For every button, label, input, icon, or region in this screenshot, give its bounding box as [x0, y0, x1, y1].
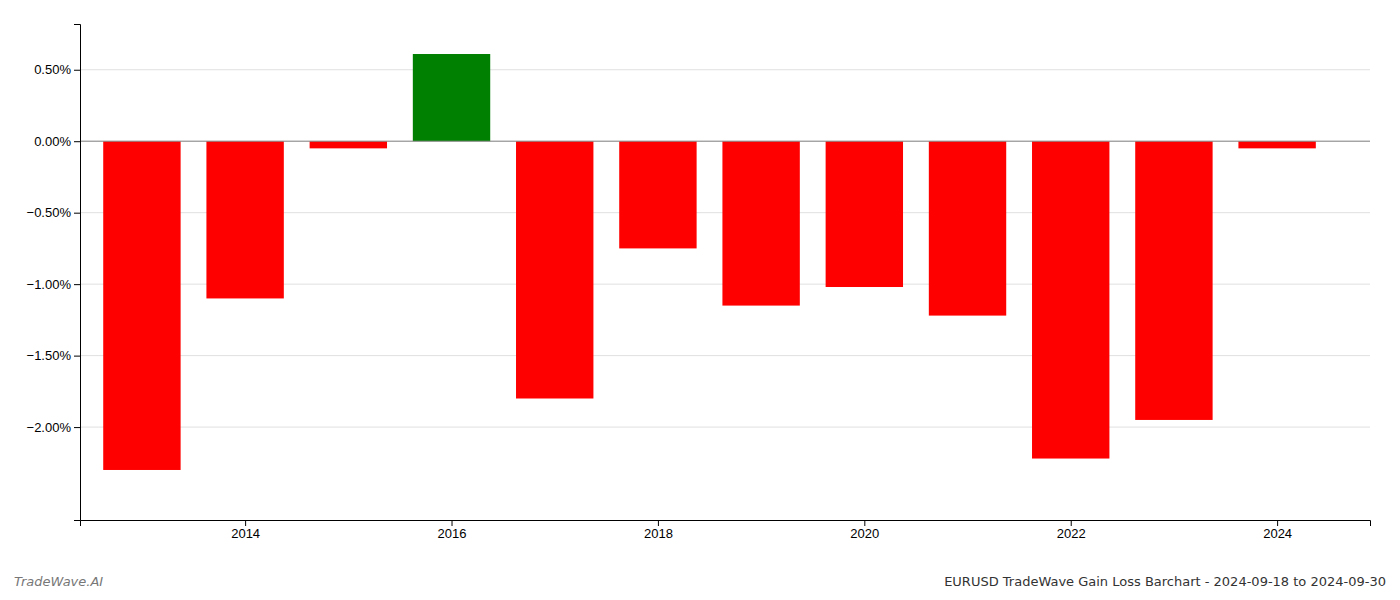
x-tick: 2016 [438, 520, 467, 541]
y-tick: 0.50% [34, 62, 80, 77]
x-tick-mark [658, 520, 659, 526]
bar [103, 141, 180, 470]
y-tick-mark [74, 70, 80, 71]
bar [722, 141, 799, 305]
bar [516, 141, 593, 398]
x-tick: 2024 [1263, 520, 1292, 541]
bar [619, 141, 696, 248]
y-tick-label: −1.00% [27, 277, 72, 292]
y-tick: −1.00% [27, 277, 80, 292]
y-tick-mark [74, 284, 80, 285]
title: EURUSD TradeWave Gain Loss Barchart - 20… [944, 574, 1386, 589]
x-axis: 2014 2016 2018 2020 2022 2024 [81, 520, 1371, 541]
bars [103, 54, 1316, 470]
grid-line [80, 141, 1370, 142]
watermark: TradeWave.AI [14, 574, 103, 589]
x-tick-label: 2020 [850, 526, 879, 541]
x-tick-label: 2022 [1057, 526, 1086, 541]
bar [1135, 141, 1212, 420]
y-tick-label: 0.50% [34, 62, 71, 77]
y-tick-mark [74, 356, 80, 357]
x-tick-mark [452, 520, 453, 526]
y-axis: 0.50% 0.00% −0.50% −1.00% −1.50% −2.00% [27, 25, 81, 521]
y-tick-mark [74, 213, 80, 214]
x-tick-mark [1071, 520, 1072, 526]
y-tick: −0.50% [27, 205, 80, 220]
bar [413, 54, 490, 141]
bar [1238, 141, 1315, 148]
y-tick-label: −1.50% [27, 348, 72, 363]
bar [826, 141, 903, 287]
grid [80, 70, 1370, 427]
x-tick-label: 2014 [231, 526, 260, 541]
x-tick: 2020 [850, 520, 879, 541]
x-tick-label: 2024 [1263, 526, 1292, 541]
x-tick-label: 2018 [644, 526, 673, 541]
y-axis-line [74, 25, 81, 521]
y-tick-mark [74, 427, 80, 428]
x-tick-mark [864, 520, 865, 526]
y-tick-label: −2.00% [27, 420, 72, 435]
x-tick-mark [1277, 520, 1278, 526]
x-tick: 2018 [644, 520, 673, 541]
y-tick-label: −0.50% [27, 205, 72, 220]
y-tick: 0.00% [34, 134, 80, 149]
x-tick: 2022 [1057, 520, 1086, 541]
grid-line [80, 427, 1370, 428]
x-tick-mark [245, 520, 246, 526]
y-tick-label: 0.00% [34, 134, 71, 149]
grid-line [80, 69, 1370, 70]
bar [310, 141, 387, 148]
x-tick: 2014 [231, 520, 260, 541]
y-tick-mark [74, 141, 80, 142]
y-tick: −1.50% [27, 348, 80, 363]
chart: 2014 2016 2018 2020 2022 2024 0.50% 0.00% −0.50%… [0, 0, 1400, 600]
x-axis-line [81, 521, 1371, 527]
zero-line [80, 141, 1370, 142]
bar [1032, 141, 1109, 458]
x-tick-label: 2016 [438, 526, 467, 541]
plot: 2014 2016 2018 2020 2022 2024 0.50% 0.00% −0.50%… [27, 25, 1371, 542]
bar [206, 141, 283, 298]
bar [929, 141, 1006, 315]
y-tick: −2.00% [27, 420, 80, 435]
